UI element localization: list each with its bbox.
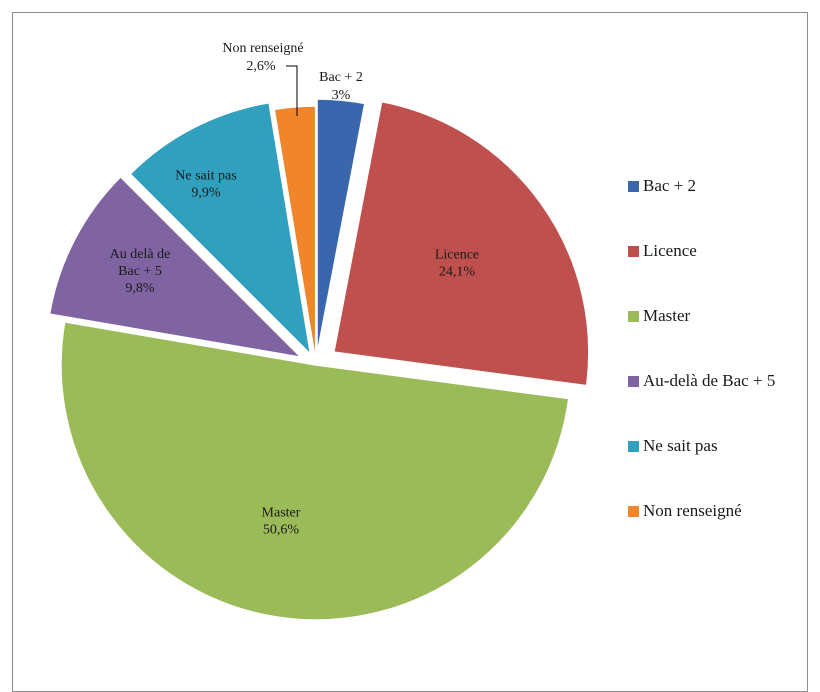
legend-swatch: [628, 310, 639, 322]
legend-item: Master: [628, 306, 690, 326]
pie-slice-non-renseign-: [273, 105, 317, 362]
legend-label: Non renseigné: [643, 501, 742, 520]
data-label-category: Non renseigné: [222, 41, 303, 56]
pie-slice-licence: [332, 100, 590, 387]
legend-item: Non renseigné: [628, 501, 742, 521]
data-label-value: 9,9%: [191, 186, 221, 201]
legend-swatch: [628, 245, 639, 257]
pie-slice-ne-sait-pas: [129, 101, 312, 357]
data-label-category: Ne sait pas: [175, 169, 236, 184]
data-label-value: 3%: [332, 88, 351, 103]
legend-item: Bac + 2: [628, 176, 696, 196]
data-label-category: Bac + 2: [319, 70, 363, 85]
legend-item: Au-delà de Bac + 5: [628, 371, 775, 391]
data-label-category: Licence: [435, 248, 479, 263]
data-label-value: 24,1%: [439, 265, 476, 280]
pie-chart: Licence 24,1% Master 50,6% Au delà de Bac + 5…: [48, 41, 590, 621]
pie-slice-au-del-de-bac-5: [48, 175, 304, 359]
legend-swatch: [628, 375, 639, 387]
legend-swatch: [628, 505, 639, 517]
data-label-category: Au delà de: [110, 247, 171, 262]
legend-label: Au-delà de Bac + 5: [643, 371, 776, 390]
legend-swatch: [628, 180, 639, 192]
legend-label: Master: [643, 306, 691, 325]
data-label-value: 9,8%: [125, 281, 155, 296]
legend-label: Licence: [643, 241, 697, 260]
data-label-value: 50,6%: [263, 523, 300, 538]
data-label-value: 2,6%: [246, 59, 276, 74]
legend-item: Ne sait pas: [628, 436, 718, 456]
legend-label: Bac + 2: [643, 176, 697, 195]
leader-line: [286, 65, 298, 116]
legend-swatch: [628, 440, 639, 452]
data-label-category: Master: [262, 506, 301, 521]
data-label-category: Bac + 5: [118, 264, 162, 279]
legend-item: Licence: [628, 241, 697, 261]
legend-label: Ne sait pas: [643, 436, 718, 455]
pie-slice-master: [60, 321, 570, 621]
pie-slice-bac-2: [316, 98, 366, 355]
